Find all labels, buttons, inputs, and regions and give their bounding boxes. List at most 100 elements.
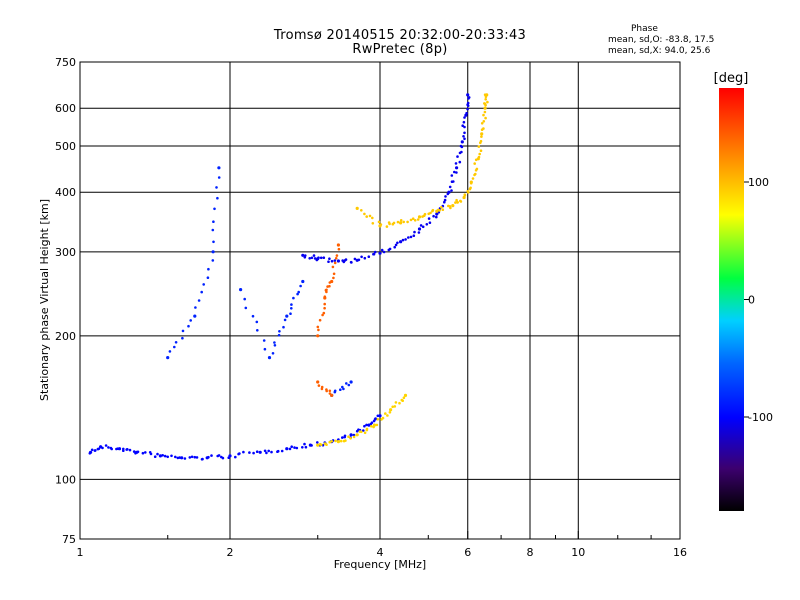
data-point-fill: [474, 172, 477, 176]
data-point-fill: [353, 257, 357, 261]
data-point-fill: [290, 307, 293, 310]
data-point-fill: [144, 451, 147, 454]
data-point-fill: [373, 250, 377, 254]
data-point-fill: [282, 325, 285, 329]
data-point-fill: [422, 214, 426, 217]
data-point-fill: [212, 220, 215, 223]
data-point-fill: [166, 455, 169, 459]
data-point-fill: [207, 455, 210, 459]
data-point-fill: [401, 399, 405, 403]
data-point: [316, 443, 320, 447]
data-point-fill: [330, 259, 334, 263]
data-point-fill: [262, 339, 266, 342]
data-point-fill: [122, 449, 125, 453]
data-point-fill: [317, 256, 320, 260]
data-point-fill: [234, 455, 237, 459]
data-point: [455, 166, 459, 170]
data-point-fill: [357, 258, 361, 262]
data-point-fill: [206, 276, 210, 280]
x-tick-label: 1: [77, 546, 84, 559]
data-point-fill: [467, 96, 471, 99]
data-point-fill: [404, 238, 407, 241]
data-point: [469, 180, 473, 184]
data-point-fill: [362, 429, 365, 432]
data-point-fill: [480, 135, 483, 138]
data-point-fill: [372, 252, 376, 256]
data-point: [417, 215, 422, 219]
y-tick-label: 200: [55, 330, 76, 343]
data-point-fill: [327, 260, 330, 264]
data-point-fill: [170, 454, 173, 458]
data-point-fill: [333, 259, 337, 262]
data-point-fill: [263, 347, 267, 351]
data-point-fill: [190, 455, 194, 459]
data-point-fill: [393, 405, 397, 408]
data-point-fill: [386, 414, 389, 417]
colorbar: [719, 88, 744, 511]
data-point-fill: [347, 435, 350, 439]
data-point: [211, 250, 215, 254]
data-point-fill: [483, 110, 487, 114]
data-point-fill: [484, 116, 487, 120]
data-point-fill: [394, 243, 398, 247]
data-point-fill: [195, 456, 199, 459]
data-point-fill: [443, 200, 446, 204]
data-point-fill: [480, 122, 484, 125]
data-point-fill: [323, 295, 327, 299]
colorbar-tick-label: 100: [748, 176, 769, 189]
data-point-fill: [419, 224, 423, 227]
data-point-fill: [297, 290, 301, 294]
data-point-fill: [189, 319, 192, 322]
data-point-fill: [428, 221, 432, 224]
data-point-fill: [431, 208, 435, 212]
data-point-fill: [333, 261, 337, 265]
data-point: [336, 243, 340, 247]
data-point-fill: [391, 405, 395, 409]
data-point-fill: [313, 257, 317, 260]
data-point-fill: [478, 152, 482, 156]
data-point-fill: [344, 439, 347, 442]
data-point: [349, 380, 353, 384]
colorbar-tick-label: -100: [748, 411, 773, 424]
data-point: [447, 190, 451, 194]
data-point-fill: [319, 256, 323, 260]
chart-title: Tromsø 20140515 20:32:00-20:33:43: [273, 28, 527, 43]
data-point-fill: [363, 424, 366, 428]
data-point-fill: [252, 451, 255, 455]
data-point-fill: [211, 228, 215, 232]
data-point-fill: [435, 215, 438, 219]
data-point-fill: [455, 198, 458, 202]
data-point-fill: [486, 100, 489, 104]
data-point-fill: [394, 401, 398, 404]
x-tick-label: 2: [227, 546, 234, 559]
data-point: [239, 288, 243, 292]
data-point-fill: [466, 107, 469, 111]
data-point-fill: [320, 387, 324, 391]
data-point-fill: [242, 450, 245, 454]
data-point-fill: [255, 320, 259, 324]
data-point: [378, 414, 382, 418]
data-point-fill: [277, 333, 281, 337]
data-point-fill: [379, 223, 383, 226]
data-point-fill: [368, 214, 372, 218]
data-point: [435, 212, 439, 216]
data-point-fill: [365, 427, 369, 431]
data-point-fill: [323, 306, 326, 310]
data-point: [330, 393, 334, 397]
data-point-fill: [360, 209, 363, 212]
data-point-fill: [377, 220, 381, 224]
data-point-fill: [333, 389, 337, 393]
data-point: [399, 240, 403, 244]
data-point-fill: [449, 206, 452, 210]
data-point-fill: [345, 382, 348, 385]
data-point: [258, 450, 262, 454]
data-point-fill: [349, 260, 353, 264]
data-point-fill: [213, 207, 216, 211]
data-point: [403, 393, 408, 397]
data-point-fill: [194, 306, 197, 309]
data-point-fill: [432, 214, 435, 218]
data-point: [466, 93, 470, 97]
data-point-fill: [122, 447, 125, 451]
data-point: [158, 454, 162, 458]
data-point-fill: [322, 256, 326, 260]
